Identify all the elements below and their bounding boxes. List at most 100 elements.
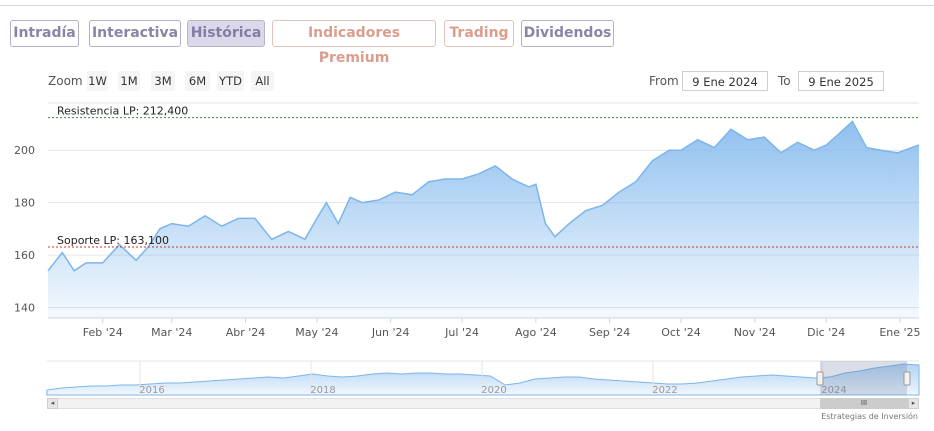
data-point [544, 222, 547, 225]
data-point [651, 159, 654, 162]
data-point [304, 238, 307, 241]
to-label: To [778, 74, 791, 88]
tab-3[interactable]: Indicadores Premium [272, 20, 436, 66]
data-point [61, 251, 64, 254]
zoom-button-2[interactable]: 3M [151, 71, 175, 91]
zoom-label: Zoom [48, 74, 83, 88]
data-point [135, 259, 138, 262]
data-point [837, 133, 840, 136]
zoom-button-4[interactable]: YTD [217, 71, 244, 91]
data-point [527, 185, 530, 188]
navigator-year-label: 2024 [821, 385, 846, 396]
navigator-year-label: 2020 [481, 385, 506, 396]
data-point [170, 222, 173, 225]
scroll-right-arrow-icon[interactable]: ▸ [908, 398, 919, 409]
from-date-input[interactable]: 9 Ene 2024 [682, 71, 768, 91]
x-tick-label: Ago '24 [515, 326, 557, 339]
data-point [668, 149, 671, 152]
data-point [746, 138, 749, 141]
data-point [325, 201, 328, 204]
data-point [713, 146, 716, 149]
data-point [696, 138, 699, 141]
y-tick-label: 160 [14, 249, 35, 262]
data-point [254, 217, 257, 220]
x-tick-label: Jul '24 [444, 326, 479, 339]
y-tick-label: 140 [14, 302, 35, 315]
tab-2[interactable]: Histórica [187, 20, 265, 47]
data-point [444, 178, 447, 181]
navigator-right-handle[interactable] [903, 371, 911, 386]
data-point [634, 180, 637, 183]
data-point [85, 261, 88, 264]
navigator[interactable]: 2016 2018 2020 2022 2024 [46, 360, 920, 396]
scrollbar-thumb[interactable]: III [820, 398, 908, 409]
x-axis: Feb '24 Mar '24 Abr '24 May '24 Jun '24 Jul '… [83, 318, 921, 339]
data-point [220, 225, 223, 228]
data-point [534, 183, 537, 186]
data-point [763, 136, 766, 139]
data-point [680, 149, 683, 152]
top-divider [0, 5, 934, 6]
data-point [377, 199, 380, 202]
data-point [146, 246, 149, 249]
navigator-selection[interactable] [820, 361, 907, 395]
zoom-button-3[interactable]: 6M [185, 71, 210, 91]
data-point [865, 146, 868, 149]
data-point [568, 222, 571, 225]
data-point [584, 209, 587, 212]
data-point [511, 178, 514, 181]
resistance-label: Resistencia LP: 212,400 [57, 105, 188, 118]
x-tick-label: May '24 [295, 326, 338, 339]
data-point [896, 151, 899, 154]
scrollbar-track[interactable] [47, 398, 919, 409]
tab-5[interactable]: Dividendos [521, 20, 614, 47]
data-point [270, 238, 273, 241]
zoom-button-0[interactable]: 1W [87, 71, 108, 91]
x-tick-label: Ene '25 [879, 326, 920, 339]
support-label: Soporte LP: 163,100 [57, 234, 169, 247]
data-point [187, 225, 190, 228]
y-tick-label: 200 [14, 144, 35, 157]
data-point [729, 128, 732, 131]
data-point [618, 191, 621, 194]
data-point [796, 141, 799, 144]
price-area [48, 121, 919, 319]
navigator-year-label: 2018 [310, 385, 335, 396]
data-point [287, 230, 290, 233]
navigator-left-handle[interactable] [816, 371, 824, 386]
navigator-year-label: 2016 [139, 385, 164, 396]
tab-0[interactable]: Intradía [10, 20, 79, 47]
x-tick-label: Feb '24 [83, 326, 123, 339]
tab-4[interactable]: Trading [444, 20, 514, 47]
credit-text: Estrategias de Inversión [821, 412, 918, 421]
x-tick-label: Dic '24 [807, 326, 845, 339]
data-point [477, 172, 480, 175]
annotations: Resistencia LP: 212,400 Soporte LP: 163,1… [48, 105, 919, 248]
y-axis: 140 160 180 200 [14, 144, 35, 314]
to-date-input[interactable]: 9 Ene 2025 [798, 71, 884, 91]
data-point [73, 269, 76, 272]
from-label: From [649, 74, 679, 88]
data-point [813, 149, 816, 152]
data-point [461, 178, 464, 181]
zoom-button-1[interactable]: 1M [118, 71, 140, 91]
data-point [918, 143, 921, 146]
data-point [553, 235, 556, 238]
data-point [158, 227, 161, 230]
zoom-button-5[interactable]: All [251, 71, 274, 91]
tab-1[interactable]: Interactiva [89, 20, 181, 47]
data-point [411, 193, 414, 196]
x-tick-label: Oct '24 [661, 326, 701, 339]
data-point [601, 204, 604, 207]
data-point [825, 143, 828, 146]
x-tick-label: Abr '24 [226, 326, 266, 339]
scroll-left-arrow-icon[interactable]: ◂ [47, 398, 58, 409]
data-point [101, 261, 104, 264]
x-tick-label: Mar '24 [151, 326, 192, 339]
data-point [204, 214, 207, 217]
data-point [315, 217, 318, 220]
data-point [361, 201, 364, 204]
y-tick-label: 180 [14, 197, 35, 210]
data-point [237, 217, 240, 220]
